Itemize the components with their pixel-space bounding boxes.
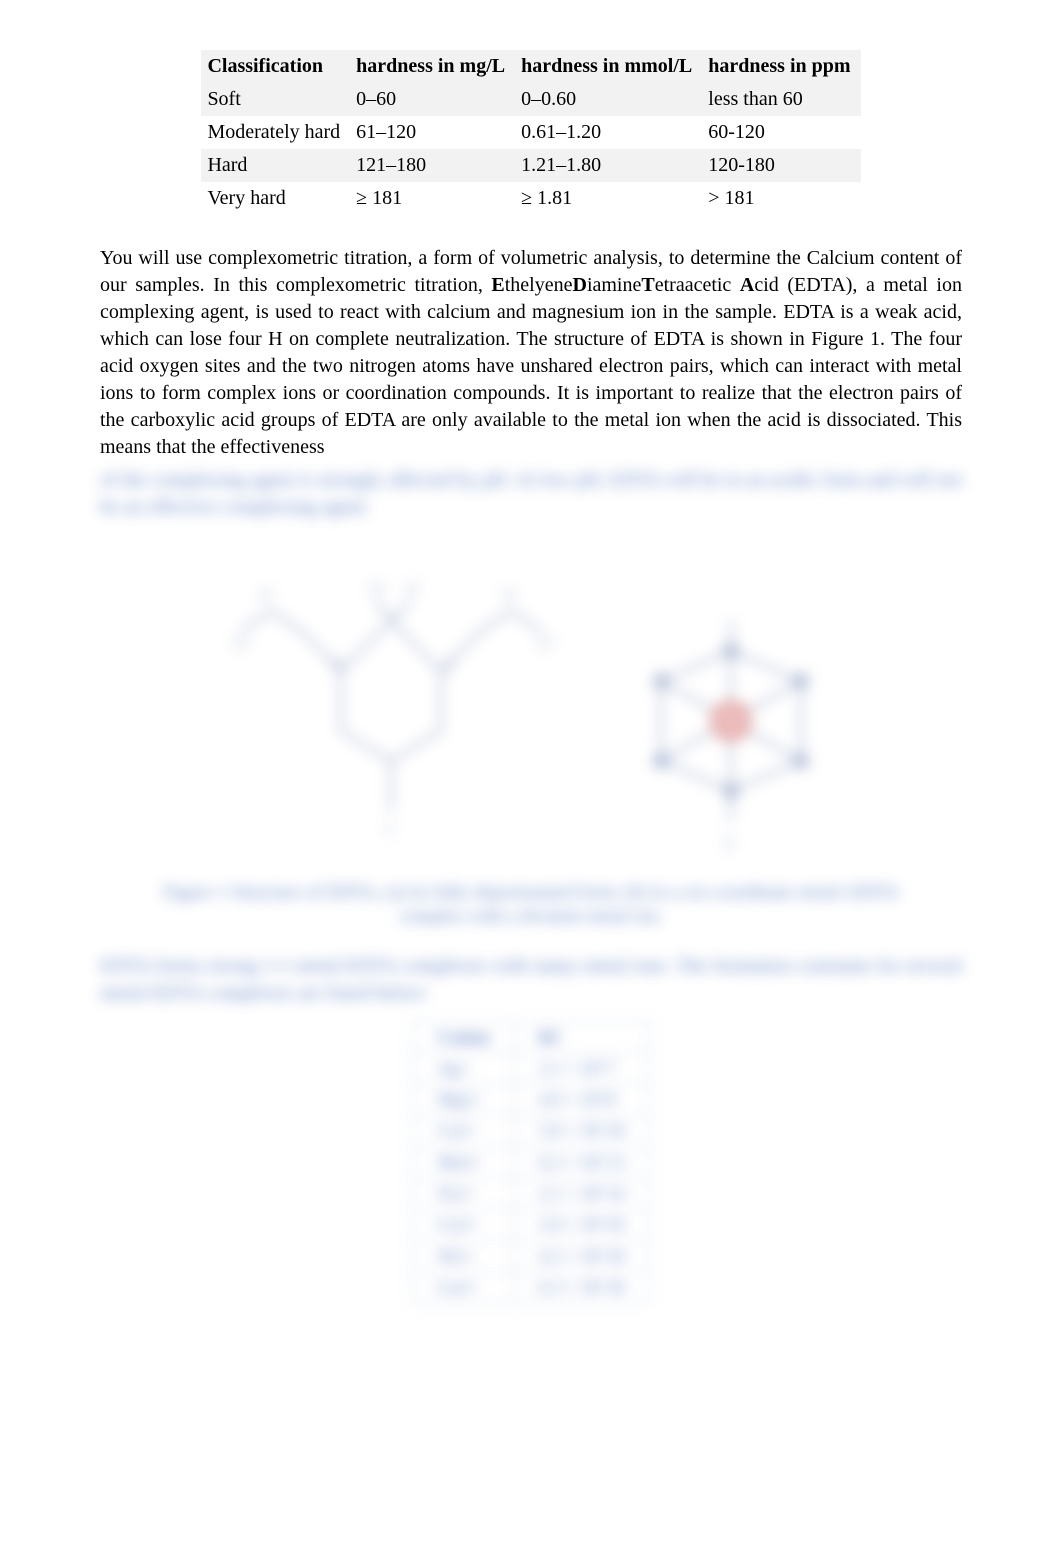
svg-text:N: N [331,655,344,675]
col-mg-l: hardness in mg/L [350,50,515,83]
edta-diagram: O⁻ O O O⁻ O O⁻ N N a [181,571,881,861]
blur-line: of the complexing agent is strongly affe… [100,467,962,521]
kf-table: Cation Kf Ag+2.1 × 10^7 Mg2+4.9 × 10^8 C… [412,1021,649,1304]
table-row: Very hard ≥ 181 ≥ 1.81 > 181 [201,182,860,215]
table-row: Ag+2.1 × 10^7 [413,1052,649,1083]
hardness-table: Classification hardness in mg/L hardness… [201,50,860,215]
figure-caption: Figure 1 Structure of EDTA, (a) its full… [130,881,932,929]
svg-text:a: a [385,817,393,837]
kf-col-kf: Kf [514,1021,649,1052]
table-row: Ca2+5.0 × 10^10 [413,1115,649,1146]
table-row: Moderately hard 61–120 0.61–1.20 60-120 [201,116,860,149]
blurred-region: of the complexing agent is strongly affe… [100,467,962,1303]
table-row: Mn2+6.2 × 10^13 [413,1146,649,1177]
table-row: Fe2+2.1 × 10^14 [413,1177,649,1208]
blur-para2: EDTA forms strong 1:1 metal-EDTA complex… [100,953,962,1007]
table-row: Ni2+4.2 × 10^18 [413,1240,649,1271]
table-row: Mg2+4.9 × 10^8 [413,1084,649,1115]
edta-figure: O⁻ O O O⁻ O O⁻ N N a [100,571,962,869]
col-ppm: hardness in ppm [702,50,860,83]
svg-text:O⁻: O⁻ [369,579,392,599]
col-classification: Classification [201,50,350,83]
table-row: Hard 121–180 1.21–1.80 120-180 [201,149,860,182]
svg-text:O: O [406,579,419,599]
table-row: Cu2+6.3 × 10^18 [413,1271,649,1302]
body-paragraph: You will use complexometric titration, a… [100,245,962,461]
svg-text:O⁻: O⁻ [537,633,560,653]
svg-text:O⁻: O⁻ [233,633,256,653]
kf-col-cation: Cation [413,1021,514,1052]
col-mmol-l: hardness in mmol/L [515,50,702,83]
svg-text:N: N [443,655,456,675]
svg-text:O: O [259,585,272,605]
svg-text:b: b [725,833,734,853]
table-row: Soft 0–60 0–0.60 less than 60 [201,83,860,116]
svg-text:O: O [503,585,516,605]
table-row: Co2+2.0 × 10^16 [413,1209,649,1240]
